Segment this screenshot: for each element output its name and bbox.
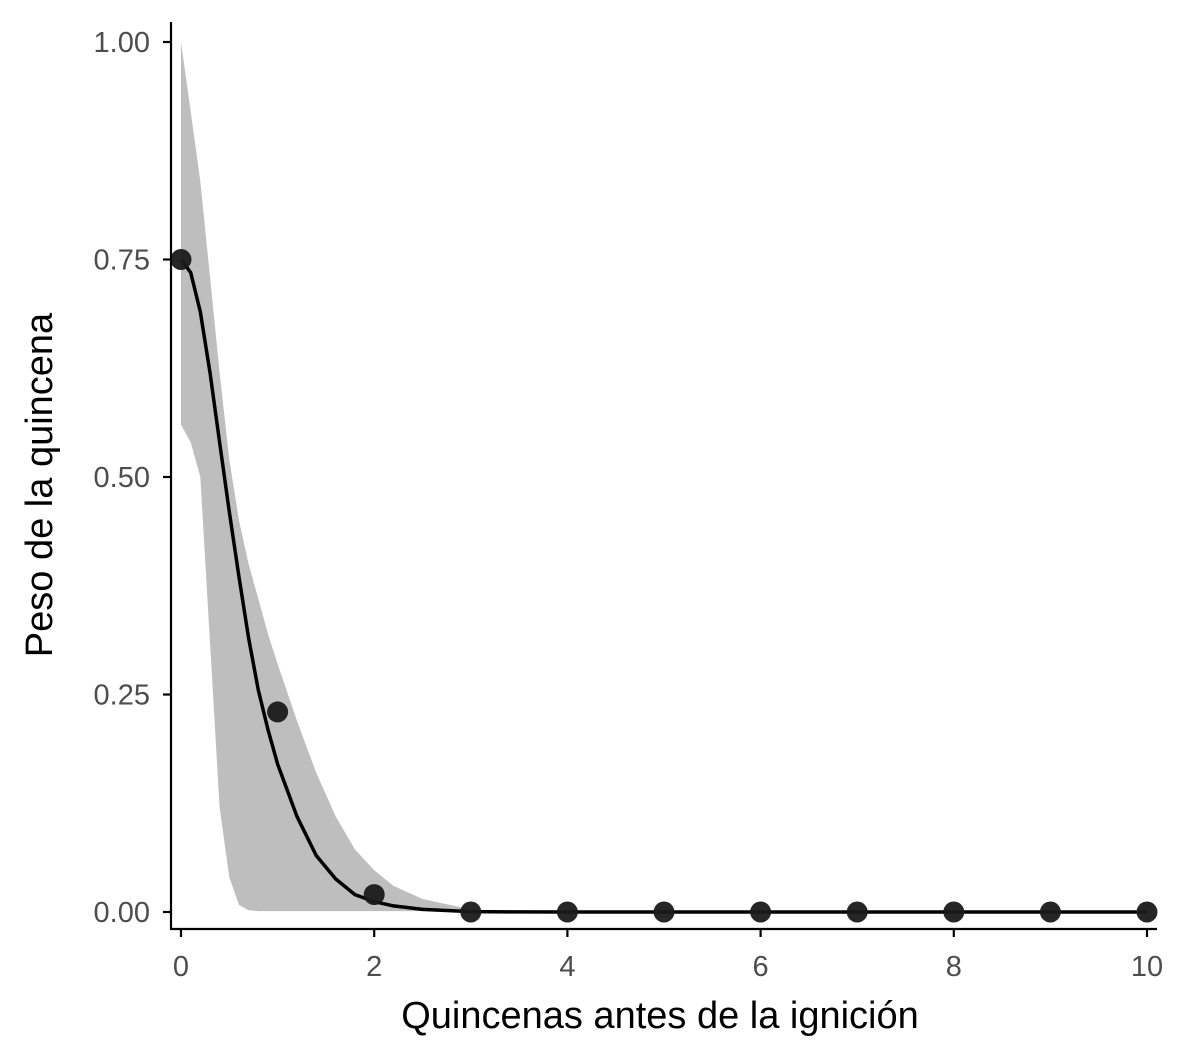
data-points-layer	[170, 249, 1158, 923]
y-axis-title: Peso de la quincena	[19, 312, 61, 657]
x-axis-title: Quincenas antes de la ignición	[401, 995, 919, 1037]
data-point	[556, 901, 578, 923]
x-tick-label: 0	[173, 951, 189, 983]
data-point	[267, 701, 289, 723]
fitted-curve	[179, 258, 1147, 914]
confidence-band-layer	[181, 42, 1147, 912]
x-tick-label: 4	[559, 951, 575, 983]
x-tick-label: 10	[1131, 951, 1163, 983]
data-point	[750, 901, 772, 923]
confidence-band	[181, 42, 1147, 912]
axes-layer: 0.00 0.25 0.50 0.75 1.00 0 2 4 6 8 10	[94, 22, 1163, 983]
data-point	[653, 901, 675, 923]
y-tick-label: 1.00	[94, 27, 150, 59]
data-point	[1039, 901, 1061, 923]
data-point	[943, 901, 965, 923]
data-point	[846, 901, 868, 923]
x-tick-label: 2	[366, 951, 382, 983]
x-tick-label: 6	[753, 951, 769, 983]
data-point	[170, 249, 192, 270]
data-point	[1136, 901, 1158, 923]
x-tick-label: 8	[946, 951, 962, 983]
data-point	[460, 901, 482, 923]
y-tick-label: 0.25	[94, 680, 150, 712]
y-tick-label: 0.00	[94, 897, 150, 929]
y-tick-label: 0.75	[94, 245, 150, 277]
fitted-curve-layer	[179, 258, 1147, 914]
data-point	[363, 884, 385, 906]
y-tick-label: 0.50	[94, 462, 150, 494]
